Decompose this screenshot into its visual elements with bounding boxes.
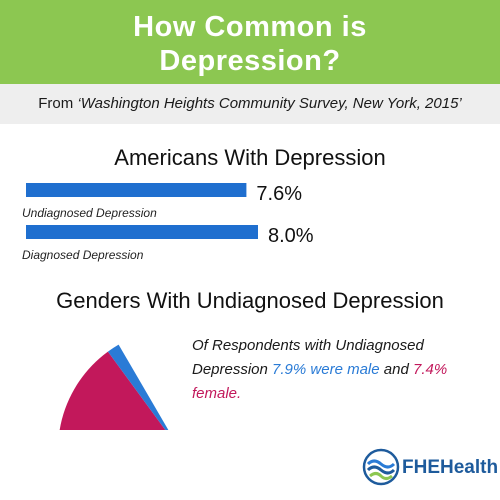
source-prefix: From [38,95,78,112]
pie-description: Of Respondents with Undiagnosed Depressi… [192,334,492,406]
pie-note-text-2: and [379,361,413,378]
header-banner: How Common is Depression? [0,0,500,84]
bar-chart: 7.6% 8.0% [26,183,314,247]
source-citation: From ‘Washington Heights Community Surve… [0,84,500,124]
bar-0 [26,183,247,197]
pie-chart-title: Genders With Undiagnosed Depression [56,288,444,313]
fhe-health-logo: FHEHealth [362,448,498,488]
bar-1 [26,225,258,239]
logo-text: FHEHealth [402,457,499,478]
source-title: ‘Washington Heights Community Survey, Ne… [77,95,462,112]
pie-note-text-1: Of Respondents with Undiagnosed Depressi… [192,337,424,378]
male-percentage-text: 7.9% were male [272,361,380,378]
bar-value-label-0: 7.6% [256,183,302,205]
bar-value-label-1: 8.0% [268,225,314,247]
bar-category-label-undiagnosed: Undiagnosed Depression [22,206,157,220]
gender-pie-chart [59,344,169,430]
female-percentage-text: 7.4% female. [192,361,448,402]
pie-slice-female [59,351,166,430]
page-title-line-1: How Common is [133,11,367,43]
wave-logo-icon [362,448,400,486]
bar-chart-title: Americans With Depression [114,145,386,170]
page-title-line-2: Depression? [159,45,341,77]
pie-slice-male [107,344,169,430]
bar-category-label-diagnosed: Diagnosed Depression [22,248,144,262]
